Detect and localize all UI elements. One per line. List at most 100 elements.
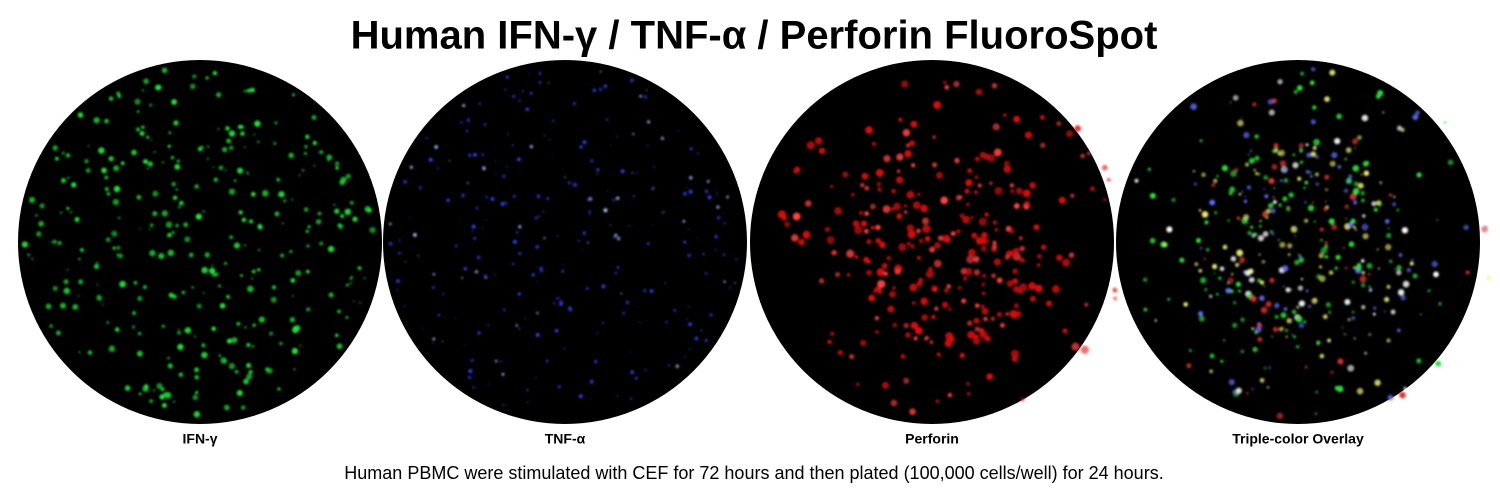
spot xyxy=(1400,295,1406,301)
spot xyxy=(1368,333,1372,336)
spot xyxy=(1345,147,1352,153)
spot xyxy=(1205,247,1210,252)
spot xyxy=(512,262,515,266)
spot xyxy=(903,204,908,208)
spot xyxy=(134,98,141,105)
spot xyxy=(1201,172,1206,178)
spot xyxy=(586,198,591,202)
spot xyxy=(463,267,468,271)
spot xyxy=(920,204,928,213)
spot xyxy=(1353,266,1356,269)
spot xyxy=(208,267,216,275)
spot xyxy=(119,280,126,288)
spot xyxy=(992,240,997,245)
spot xyxy=(1362,233,1369,240)
spot xyxy=(1208,294,1213,299)
spot xyxy=(916,228,921,234)
wells: IFN-γ TNF-α Perforin Triple-color Overlay xyxy=(18,60,1496,447)
spot xyxy=(918,277,924,283)
spot xyxy=(1315,182,1320,186)
spot xyxy=(117,253,124,259)
spot xyxy=(1360,283,1366,288)
spot xyxy=(1351,280,1355,284)
spot xyxy=(472,386,475,389)
spot xyxy=(71,182,77,188)
spot xyxy=(905,143,910,148)
spot xyxy=(149,223,154,228)
spot xyxy=(722,253,726,256)
spot xyxy=(1033,224,1040,231)
spot xyxy=(1028,282,1037,291)
spot xyxy=(572,102,577,106)
spot xyxy=(936,171,943,179)
spot xyxy=(240,274,243,277)
spot xyxy=(136,350,143,357)
spot xyxy=(202,292,205,294)
spot xyxy=(1147,167,1151,171)
spot xyxy=(1257,278,1262,283)
spot xyxy=(791,234,799,242)
spot xyxy=(336,343,343,350)
spot xyxy=(494,273,496,276)
spot xyxy=(137,295,143,302)
spot xyxy=(205,76,209,80)
spot xyxy=(1298,322,1305,329)
spot xyxy=(155,84,162,91)
spot xyxy=(1394,268,1397,271)
spot xyxy=(1253,168,1256,172)
spot xyxy=(974,175,979,180)
spot xyxy=(211,264,214,267)
spot xyxy=(704,189,709,194)
spot xyxy=(147,161,154,167)
spot xyxy=(1204,220,1209,225)
spot xyxy=(663,210,666,213)
spot xyxy=(96,295,103,301)
spot xyxy=(1311,67,1316,72)
spot xyxy=(1486,275,1492,281)
spot xyxy=(907,230,916,239)
spot xyxy=(102,303,104,306)
spot xyxy=(87,350,93,355)
spot xyxy=(1299,254,1302,258)
spot xyxy=(162,161,164,164)
spot xyxy=(1320,354,1324,358)
spot xyxy=(224,262,227,265)
spot xyxy=(974,326,980,332)
spot xyxy=(1029,295,1036,302)
spot xyxy=(975,88,983,96)
spot xyxy=(357,266,362,270)
spot xyxy=(1447,159,1454,166)
spot xyxy=(585,286,589,291)
spot xyxy=(243,244,246,247)
spot xyxy=(306,244,310,248)
spot xyxy=(1019,246,1025,252)
spot xyxy=(1251,387,1254,391)
spot xyxy=(172,195,178,201)
spot xyxy=(706,179,710,183)
spot xyxy=(194,367,200,373)
spot xyxy=(171,230,175,235)
spot xyxy=(52,285,58,291)
spot xyxy=(21,241,29,248)
spot xyxy=(111,230,118,237)
spot xyxy=(337,309,341,314)
spot xyxy=(1199,277,1207,284)
spot xyxy=(139,131,145,136)
spot xyxy=(1298,257,1305,263)
spot xyxy=(904,149,912,158)
spot xyxy=(45,303,52,310)
spot xyxy=(413,233,417,237)
spot xyxy=(966,255,975,264)
spot xyxy=(50,241,53,244)
spot xyxy=(108,96,114,101)
spot xyxy=(482,166,486,171)
spot xyxy=(942,234,951,243)
spot xyxy=(1223,339,1226,342)
spot xyxy=(61,151,65,155)
spot xyxy=(930,285,939,293)
spot xyxy=(1143,307,1148,312)
spot xyxy=(556,235,559,237)
spot xyxy=(652,224,654,226)
spot xyxy=(1005,312,1010,316)
spot xyxy=(511,144,514,147)
